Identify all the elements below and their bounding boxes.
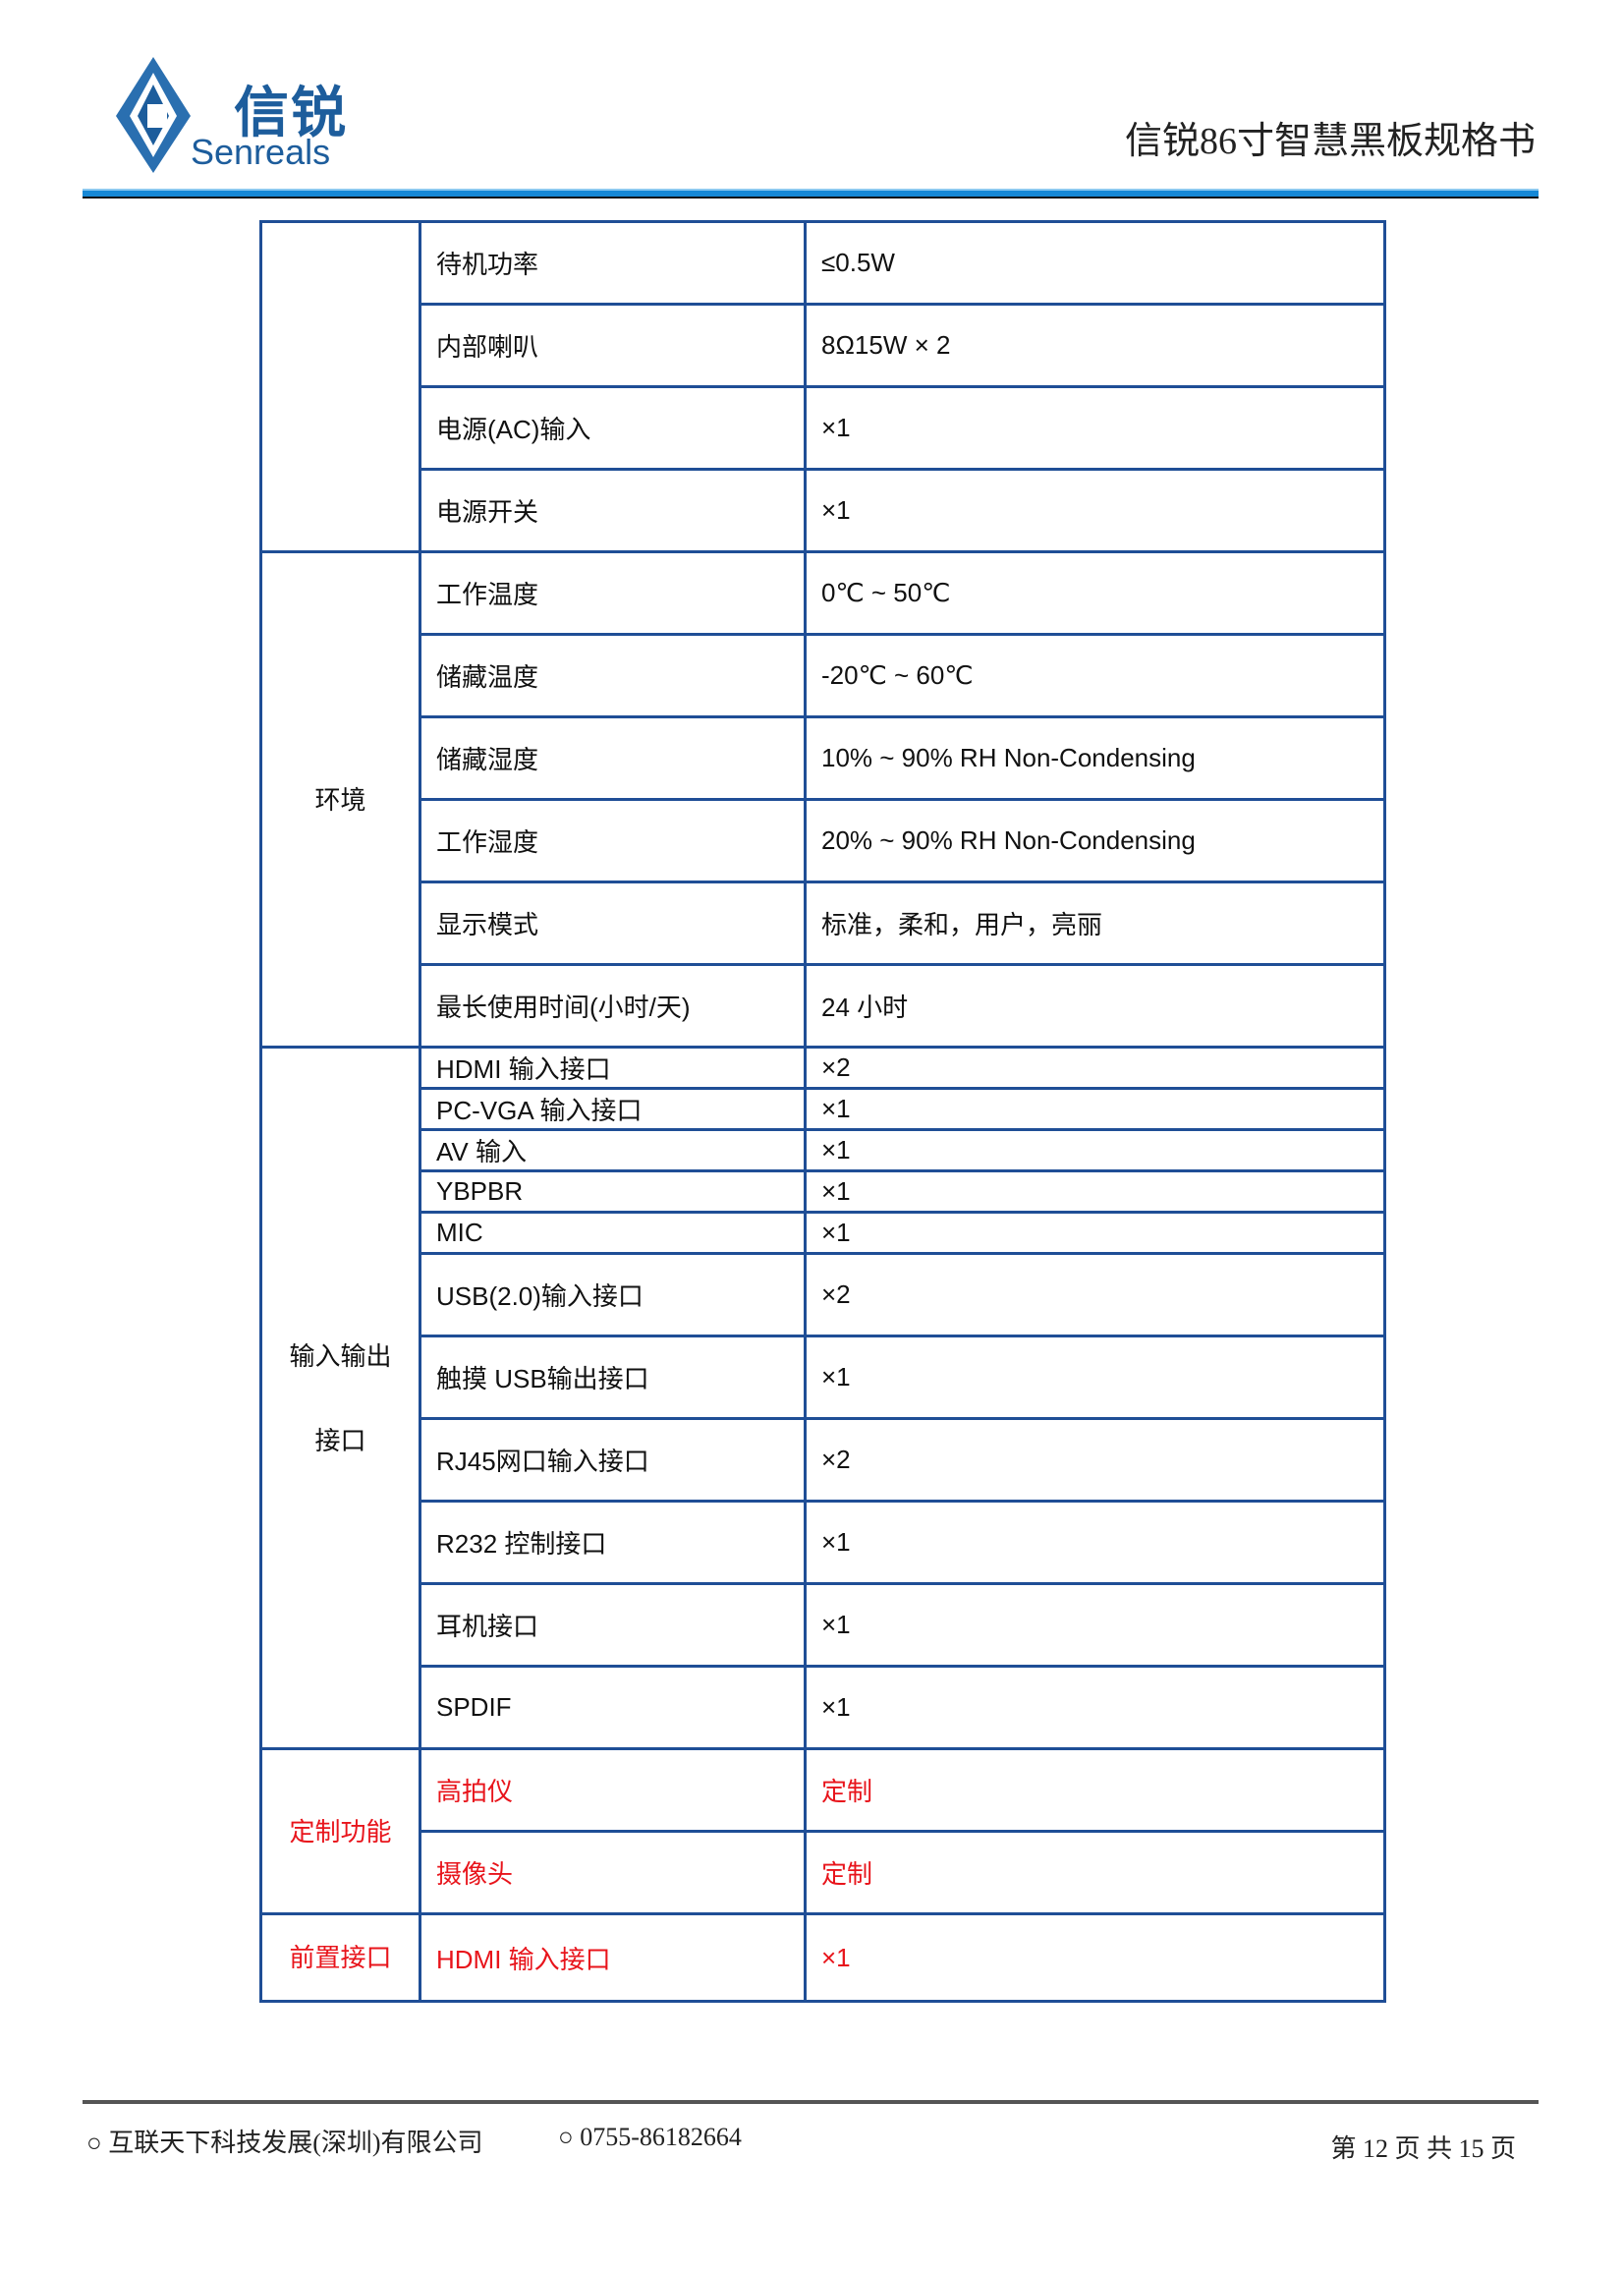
table-row: AV 输入 ×1 xyxy=(261,1128,1386,1172)
spec-value-cell: 20% ~ 90% RH Non-Condensing xyxy=(804,798,1386,883)
table-row: 输入输出 接口 HDMI 输入接口 ×2 xyxy=(259,1046,1386,1750)
header-rule-dark xyxy=(83,197,1539,199)
document-title: 信锐86寸智慧黑板规格书 xyxy=(1124,121,1536,162)
logo-text-cn: 信锐 xyxy=(234,82,348,145)
table-row: 耳机接口 ×1 xyxy=(261,1582,1386,1668)
company-logo: 信锐 Senreals xyxy=(114,55,350,175)
spec-value-cell: ×1 xyxy=(804,1500,1386,1585)
footer-company: ○ 互联天下科技发展(深圳)有限公司 xyxy=(86,2129,483,2157)
spec-name-cell: RJ45网口输入接口 xyxy=(419,1417,807,1503)
spec-value-cell: 10% ~ 90% RH Non-Condensing xyxy=(804,715,1386,801)
spec-value-cell: ×1 xyxy=(804,1087,1386,1131)
table-row: RJ45网口输入接口 ×2 xyxy=(261,1417,1386,1503)
category-cell: 前置接口 xyxy=(259,1912,421,2003)
spec-name-cell: 显示模式 xyxy=(419,881,807,966)
spec-name-cell: 内部喇叭 xyxy=(419,303,807,388)
spec-value-cell: ×1 xyxy=(804,1665,1386,1750)
spec-name-cell: 高拍仪 xyxy=(419,1747,807,1833)
spec-name-cell: 工作温度 xyxy=(419,550,807,636)
logo-text-en: Senreals xyxy=(191,132,331,172)
table-row: 前置接口 HDMI 输入接口 ×1 xyxy=(259,1912,1386,2003)
spec-value-cell: ×1 xyxy=(804,1211,1386,1255)
spec-value-cell: ×1 xyxy=(804,385,1386,471)
spec-value-cell: -20℃ ~ 60℃ xyxy=(804,633,1386,718)
spec-name-cell: SPDIF xyxy=(419,1665,807,1750)
spec-value-cell: ×1 xyxy=(804,1169,1386,1214)
category-label: 环境 xyxy=(314,784,366,815)
spec-name-cell: YBPBR xyxy=(419,1169,807,1214)
footer-page-number: 第 12 页 共 15 页 xyxy=(1330,2134,1516,2163)
spec-value-cell: 定制 xyxy=(804,1830,1386,1915)
logo-diamond-icon xyxy=(116,57,191,173)
spec-name-cell: PC-VGA 输入接口 xyxy=(419,1087,807,1131)
table-row: 显示模式 标准，柔和，用户，亮丽 xyxy=(261,881,1386,966)
spec-name-cell: HDMI 输入接口 xyxy=(419,1046,807,1090)
table-row: 最长使用时间(小时/天) 24 小时 xyxy=(261,963,1386,1049)
table-row: 电源开关 ×1 xyxy=(261,468,1386,553)
table-row: 储藏温度 -20℃ ~ 60℃ xyxy=(261,633,1386,718)
table-row: 摄像头 定制 xyxy=(261,1830,1386,1915)
spec-name-cell: HDMI 输入接口 xyxy=(419,1912,807,2003)
category-cell: 定制功能 xyxy=(259,1747,421,1915)
table-row: 定制功能 高拍仪 定制 xyxy=(259,1747,1386,1915)
category-label: 接口 xyxy=(314,1425,366,1455)
spec-name-cell: 摄像头 xyxy=(419,1830,807,1915)
spec-name-cell: 触摸 USB输出接口 xyxy=(419,1335,807,1420)
table-row: 储藏湿度 10% ~ 90% RH Non-Condensing xyxy=(261,715,1386,801)
spec-value-cell: ×2 xyxy=(804,1252,1386,1337)
spec-value-cell: ×2 xyxy=(804,1417,1386,1503)
table-row: SPDIF ×1 xyxy=(261,1665,1386,1750)
spec-value-cell: 8Ω15W × 2 xyxy=(804,303,1386,388)
table-row: MIC ×1 xyxy=(261,1211,1386,1255)
spec-name-cell: 耳机接口 xyxy=(419,1582,807,1668)
spec-value-cell: 0℃ ~ 50℃ xyxy=(804,550,1386,636)
category-label: 输入输出 xyxy=(289,1340,392,1371)
spec-value-cell: ≤0.5W xyxy=(804,220,1386,306)
spec-name-cell: 工作湿度 xyxy=(419,798,807,883)
spec-name-cell: MIC xyxy=(419,1211,807,1255)
spec-value-cell: 定制 xyxy=(804,1747,1386,1833)
header-rule xyxy=(83,189,1539,197)
table-row: 工作湿度 20% ~ 90% RH Non-Condensing xyxy=(261,798,1386,883)
table-row: PC-VGA 输入接口 ×1 xyxy=(261,1087,1386,1131)
spec-name-cell: AV 输入 xyxy=(419,1128,807,1172)
spec-table: 待机功率 ≤0.5W 内部喇叭 8Ω15W × 2 电源(AC)输入 ×1 电源开关 ×1 环境… xyxy=(259,220,1386,2003)
table-row: 电源(AC)输入 ×1 xyxy=(261,385,1386,471)
table-row: YBPBR ×1 xyxy=(261,1169,1386,1214)
spec-name-cell: 储藏温度 xyxy=(419,633,807,718)
category-label: 前置接口 xyxy=(289,1943,392,1972)
category-cell: 环境 xyxy=(259,550,421,1049)
spec-name-cell: USB(2.0)输入接口 xyxy=(419,1252,807,1337)
spec-name-cell: R232 控制接口 xyxy=(419,1500,807,1585)
spec-value-cell: ×1 xyxy=(804,1582,1386,1668)
spec-value-cell: 24 小时 xyxy=(804,963,1386,1049)
spec-name-cell: 储藏湿度 xyxy=(419,715,807,801)
spec-value-cell: ×1 xyxy=(804,1912,1386,2003)
spec-value-cell: ×2 xyxy=(804,1046,1386,1090)
table-row: 触摸 USB输出接口 ×1 xyxy=(261,1335,1386,1420)
spec-name-cell: 最长使用时间(小时/天) xyxy=(419,963,807,1049)
spec-value-cell: ×1 xyxy=(804,1335,1386,1420)
footer-phone: ○ 0755-86182664 xyxy=(558,2123,742,2151)
category-cell: 输入输出 接口 xyxy=(259,1046,421,1750)
table-row: USB(2.0)输入接口 ×2 xyxy=(261,1252,1386,1337)
category-label: 定制功能 xyxy=(289,1816,392,1847)
table-row: 内部喇叭 8Ω15W × 2 xyxy=(261,303,1386,388)
footer-rule xyxy=(83,2100,1539,2104)
spec-name-cell: 待机功率 xyxy=(419,220,807,306)
spec-value-cell: ×1 xyxy=(804,468,1386,553)
table-row: R232 控制接口 ×1 xyxy=(261,1500,1386,1585)
category-cell xyxy=(259,220,421,553)
table-row: 待机功率 ≤0.5W xyxy=(259,220,1386,553)
spec-value-cell: ×1 xyxy=(804,1128,1386,1172)
spec-value-cell: 标准，柔和，用户，亮丽 xyxy=(804,881,1386,966)
spec-name-cell: 电源开关 xyxy=(419,468,807,553)
spec-name-cell: 电源(AC)输入 xyxy=(419,385,807,471)
table-row: 环境 工作温度 0℃ ~ 50℃ xyxy=(259,550,1386,1049)
